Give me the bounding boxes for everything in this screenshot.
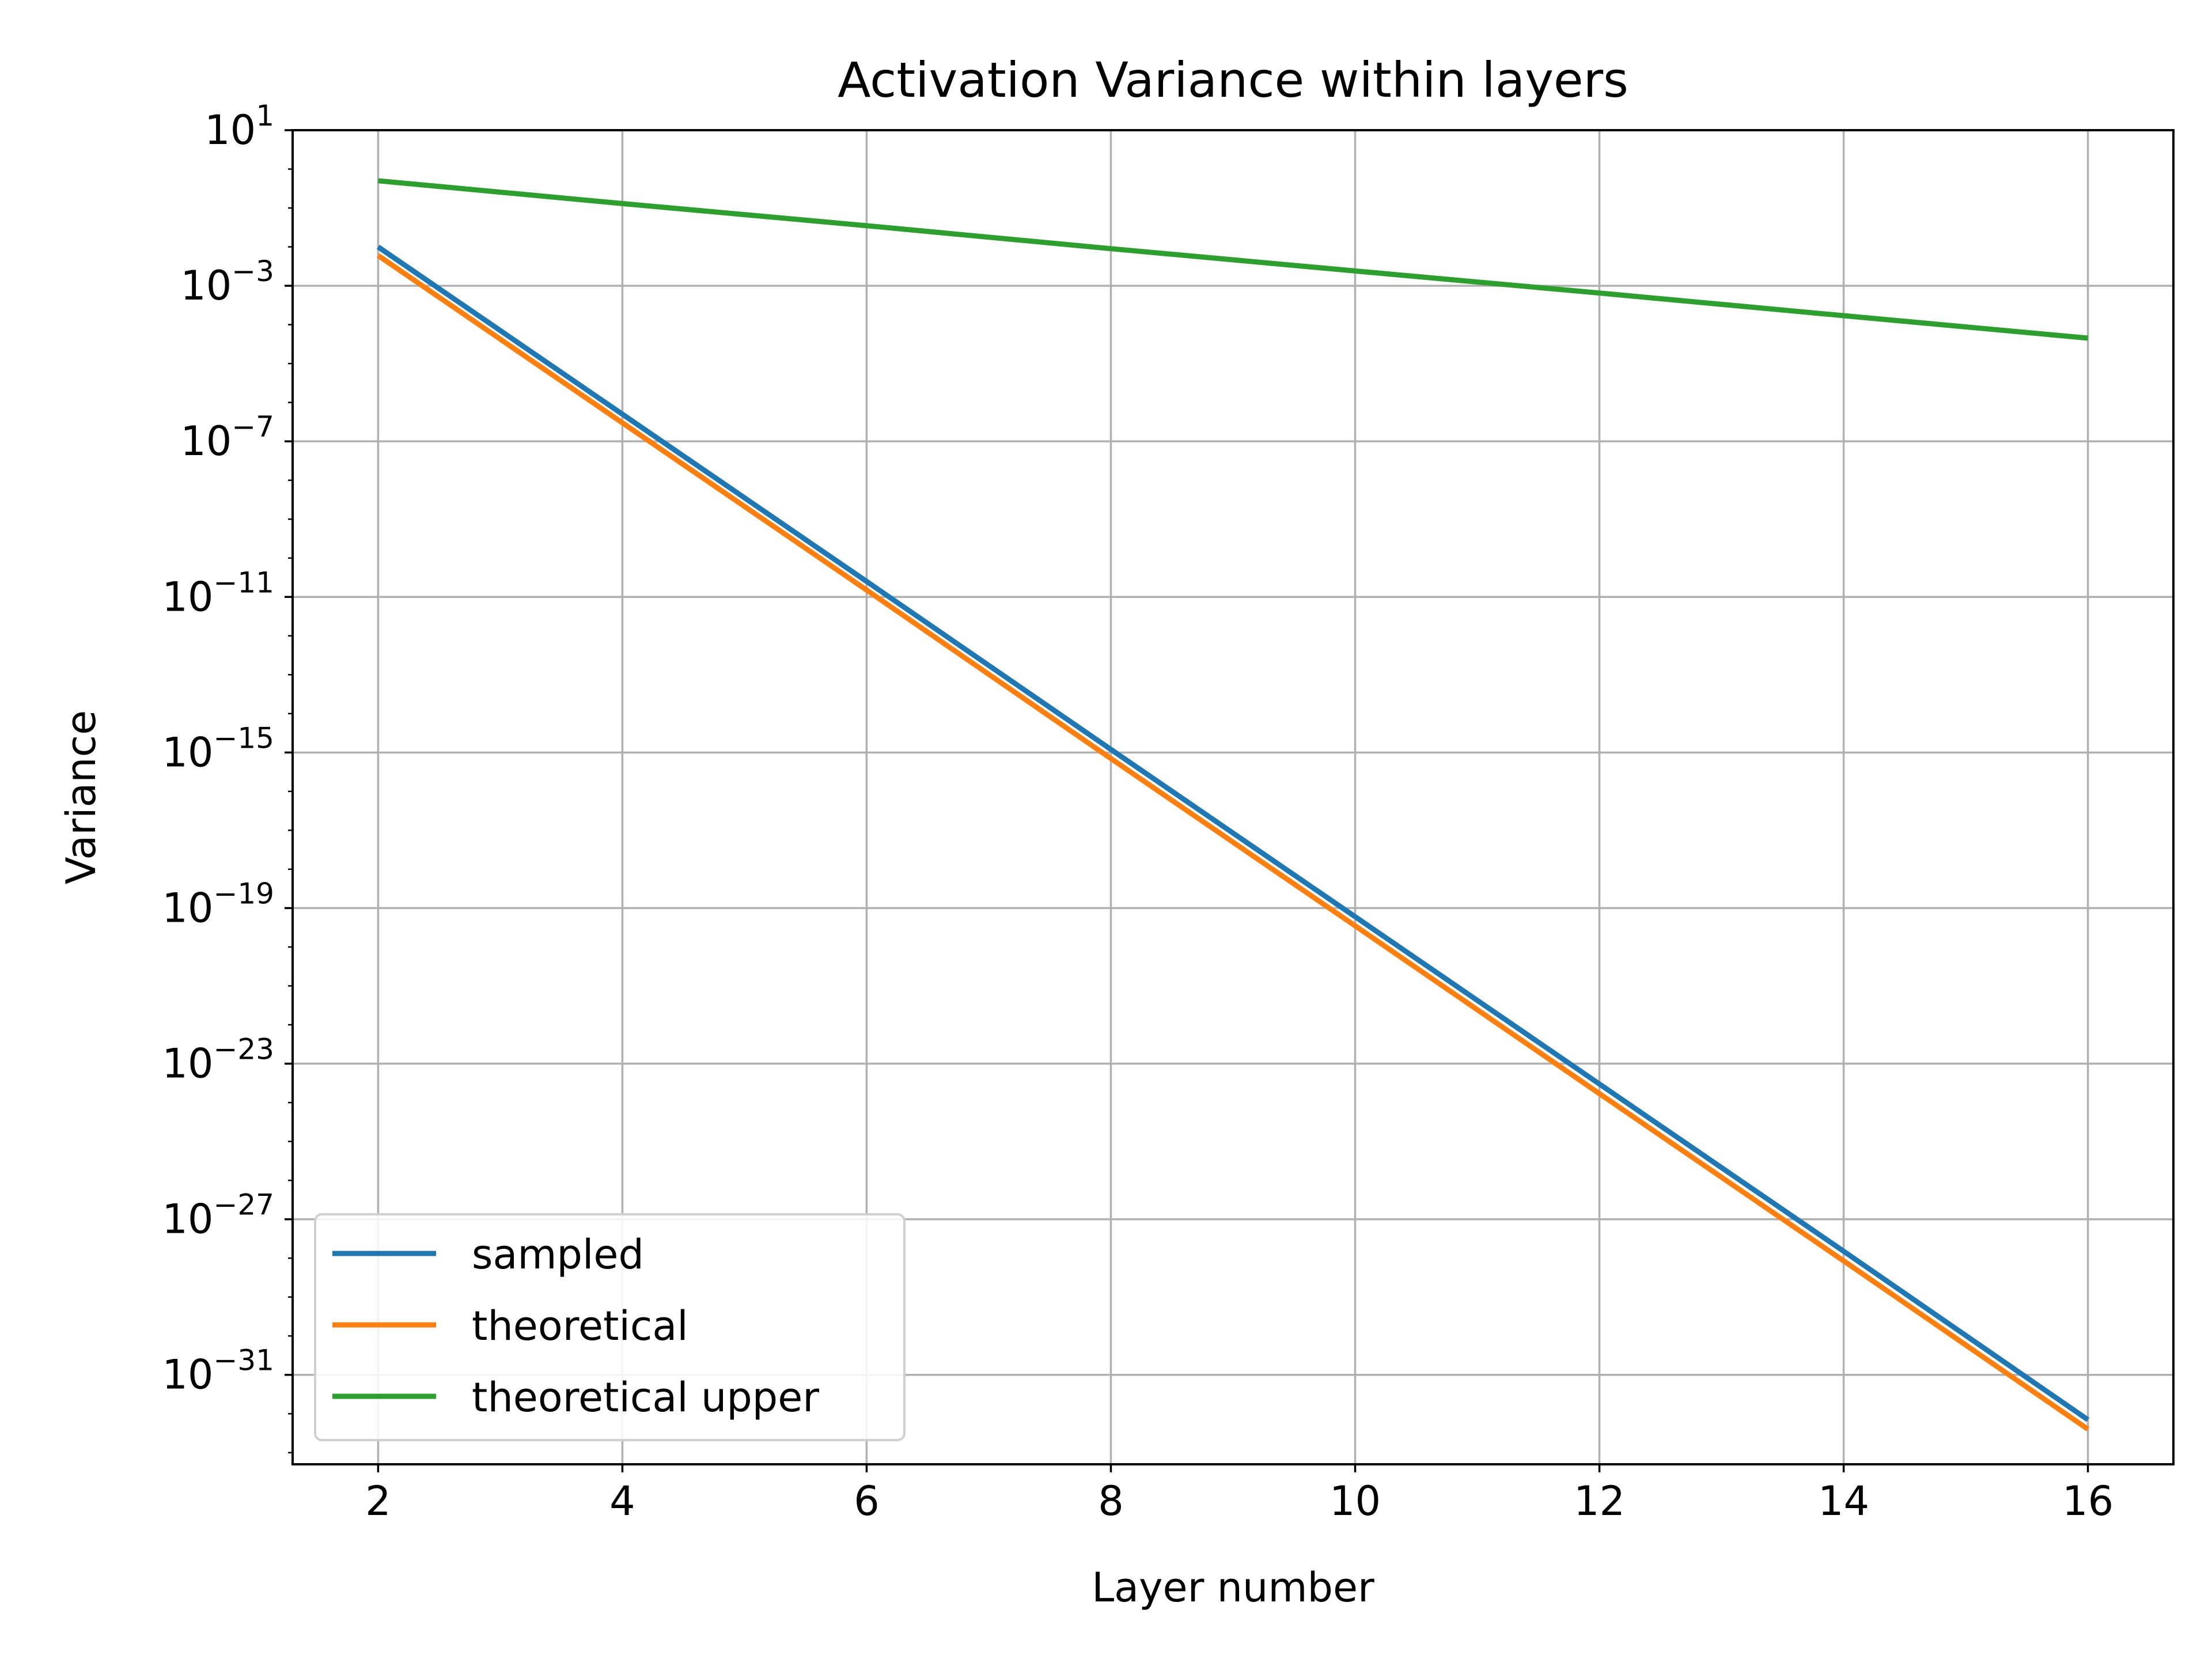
legend-label: theoretical xyxy=(472,1302,688,1350)
series-line-1 xyxy=(376,253,2090,1431)
axis-ticks: 2 4 6 8 10 12 14 16 101 10−3 10−7 10−11 10−15 10−19 10… xyxy=(162,99,2113,1525)
series-line-0 xyxy=(376,244,2090,1422)
x-axis-label: Layer number xyxy=(1092,1564,1374,1611)
series-line-2 xyxy=(377,178,2089,341)
x-tick-label: 16 xyxy=(2062,1478,2113,1525)
chart-title: Activation Variance within layers xyxy=(838,52,1628,108)
x-tick-label: 10 xyxy=(1330,1478,1381,1525)
y-axis-label: Variance xyxy=(58,710,105,884)
series-lines xyxy=(376,178,2090,1431)
y-tick-label: 10−15 xyxy=(162,721,274,776)
y-tick-label: 10−7 xyxy=(180,410,274,465)
legend-label: sampled xyxy=(472,1231,644,1278)
y-tick-label: 10−31 xyxy=(162,1344,274,1399)
x-tick-label: 8 xyxy=(1098,1478,1124,1525)
x-tick-label: 12 xyxy=(1574,1478,1625,1525)
y-tick-label: 10−3 xyxy=(180,255,274,309)
legend-label: theoretical upper xyxy=(472,1374,819,1421)
x-tick-label: 14 xyxy=(1818,1478,1869,1525)
legend: sampled theoretical theoretical upper xyxy=(314,1213,906,1441)
y-tick-label: 10−19 xyxy=(162,877,274,931)
x-tick-label: 4 xyxy=(609,1478,635,1525)
x-tick-label: 6 xyxy=(854,1478,880,1525)
y-tick-label: 10−11 xyxy=(162,566,274,620)
y-tick-label: 10−23 xyxy=(162,1033,274,1088)
legend-box xyxy=(314,1213,906,1441)
plot-frame xyxy=(291,129,2175,1465)
x-tick-label: 2 xyxy=(365,1478,391,1525)
y-tick-label: 101 xyxy=(204,99,274,154)
y-tick-label: 10−27 xyxy=(162,1188,274,1243)
